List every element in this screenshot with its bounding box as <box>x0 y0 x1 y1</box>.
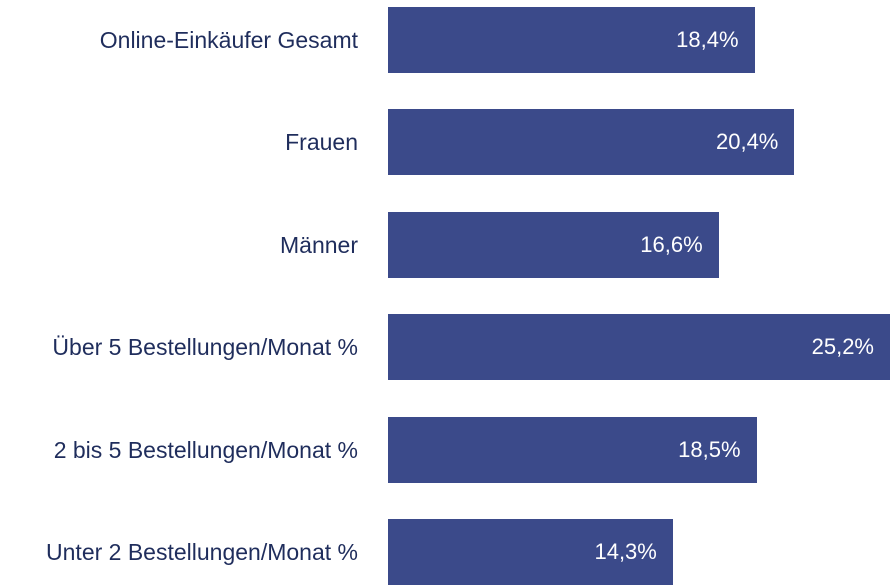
bar: 18,4% <box>388 7 755 73</box>
category-label: Männer <box>280 231 358 258</box>
value-label: 20,4% <box>715 129 779 155</box>
category-label: Über 5 Bestellungen/Monat % <box>52 334 358 361</box>
value-label: 18,5% <box>678 436 741 462</box>
category-label: Unter 2 Bestellungen/Monat % <box>46 539 358 565</box>
value-label: 16,6% <box>640 231 703 257</box>
value-label: 14,3% <box>594 539 657 564</box>
bar: 16,6% <box>388 211 719 278</box>
bar: 14,3% <box>388 519 673 585</box>
category-label: Online-Einkäufer Gesamt <box>99 27 358 53</box>
category-label: 2 bis 5 Bestellungen/Monat % <box>53 436 358 463</box>
bar: 18,5% <box>388 416 757 483</box>
value-label: 25,2% <box>811 334 874 360</box>
bar: 25,2% <box>388 314 890 381</box>
bar: 20,4% <box>388 109 795 176</box>
category-label: Frauen <box>285 129 358 156</box>
value-label: 18,4% <box>676 27 739 52</box>
